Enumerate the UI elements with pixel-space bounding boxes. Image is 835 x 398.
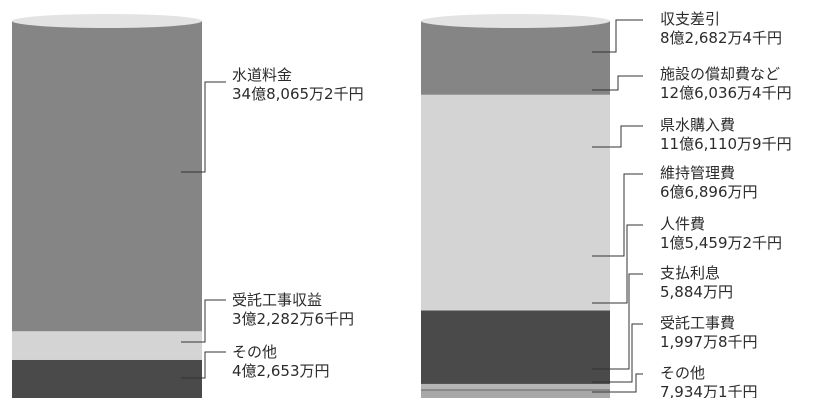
chart2-label-name-1: 収支差引	[660, 10, 720, 28]
chart2-segment-1	[421, 21, 610, 96]
chart2-label-name-4: 維持管理費	[660, 164, 735, 182]
chart2-label-value-7: 1,997万8千円	[660, 333, 758, 351]
chart1-label-value-1: 34億8,065万2千円	[232, 85, 364, 103]
chart2-label-value-6: 5,884万円	[660, 283, 733, 301]
chart1-label-value-3: 4億2,653万円	[232, 362, 330, 380]
chart2-label-name-2: 施設の償却費など	[660, 65, 780, 83]
chart1-leader-line-3	[181, 351, 226, 379]
chart1-leader-line-1	[181, 81, 226, 173]
chart2-leader-line-5	[592, 224, 643, 304]
chart1-label-value-2: 3億2,282万6千円	[232, 310, 354, 328]
chart1-segment-2	[12, 331, 202, 361]
chart2-segment-2	[421, 94, 610, 208]
chart2-leader-line-2	[592, 75, 643, 91]
chart1-segment-3	[12, 359, 202, 398]
chart2-leader-line-3	[592, 125, 643, 148]
chart2-leader-line-6	[592, 273, 643, 370]
chart2-segment-5	[421, 370, 610, 385]
chart2-segment-7	[421, 389, 610, 392]
chart2-leader-line-7	[592, 323, 643, 383]
chart2-label-value-4: 6億6,896万円	[660, 183, 758, 201]
chart1-cylinder-top	[12, 14, 202, 28]
chart2-label-value-1: 8億2,682万4千円	[660, 29, 782, 47]
chart2-leader-line-1	[592, 19, 643, 53]
chart2-label-value-2: 12億6,036万4千円	[660, 84, 792, 102]
chart1-label-name-2: 受託工事収益	[232, 291, 322, 309]
chart2-label-name-5: 人件費	[660, 215, 705, 233]
chart2-segment-8	[421, 390, 610, 398]
chart2-cylinder-top	[421, 14, 610, 28]
chart2-segment-6	[421, 383, 610, 390]
chart2-label-value-8: 7,934万1千円	[660, 383, 758, 398]
chart1-label-name-1: 水道料金	[232, 66, 292, 84]
chart2-label-name-8: その他	[660, 364, 705, 382]
chart2-label-value-3: 11億6,110万9千円	[660, 135, 792, 153]
chart2-leader-line-4	[592, 173, 643, 257]
chart2-label-name-3: 県水購入費	[660, 116, 735, 134]
chart1-leader-line-2	[181, 299, 226, 343]
chart1-segment-1	[12, 21, 202, 332]
chart2-label-name-7: 受託工事費	[660, 314, 735, 332]
chart2-label-value-5: 1億5,459万2千円	[660, 234, 782, 252]
chart1-label-name-3: その他	[232, 343, 277, 361]
chart2-leader-line-8	[592, 373, 643, 393]
chart2-label-name-6: 支払利息	[660, 264, 720, 282]
chart2-segment-3	[421, 207, 610, 312]
chart2-segment-4	[421, 310, 610, 371]
